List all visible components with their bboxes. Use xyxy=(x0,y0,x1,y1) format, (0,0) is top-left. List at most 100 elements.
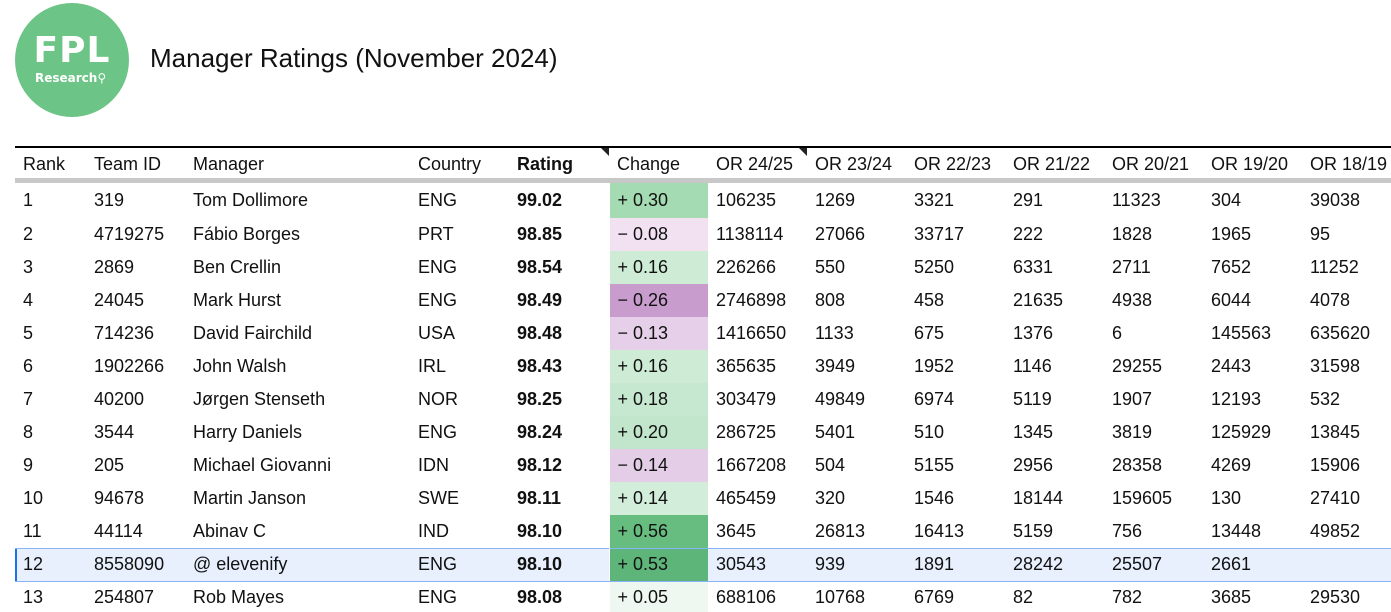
or-24-25-cell[interactable]: 1667208 xyxy=(716,455,787,475)
manager-cell[interactable]: Abinav C xyxy=(193,520,267,541)
column-header-or-20-21[interactable]: OR 20/21 xyxy=(1104,146,1203,181)
change-cell[interactable]: + 0.56 xyxy=(608,515,708,548)
table-row[interactable]: 2 4719275 Fábio Borges PRT 98.85 − 0.08 113811… xyxy=(15,218,1391,251)
or-19-20-cell[interactable]: 13448 xyxy=(1211,520,1262,541)
team-id-cell[interactable]: 3544 xyxy=(94,422,135,442)
or-22-23-cell[interactable]: 1546 xyxy=(914,488,955,508)
column-header-team-id[interactable]: Team ID xyxy=(86,146,185,181)
change-cell[interactable]: − 0.26 xyxy=(608,284,708,317)
change-cell[interactable]: − 0.13 xyxy=(608,317,708,350)
team-id-cell[interactable]: 24045 xyxy=(94,290,145,310)
change-cell[interactable]: − 0.08 xyxy=(608,218,708,251)
or-24-25-cell[interactable]: 1138114 xyxy=(716,224,784,244)
or-18-19-cell[interactable]: 532 xyxy=(1310,389,1341,409)
table-row[interactable]: 11 44114 Abinav C IND 98.10 + 0.56 3645 26813 16… xyxy=(15,515,1391,548)
team-id-cell[interactable]: 4719275 xyxy=(94,224,165,244)
or-20-21-cell[interactable]: 2711 xyxy=(1112,257,1151,277)
country-cell[interactable]: ENG xyxy=(418,257,458,277)
or-19-20-cell[interactable]: 4269 xyxy=(1211,455,1252,475)
change-cell[interactable]: + 0.20 xyxy=(608,416,708,449)
table-row[interactable]: 1 319 Tom Dollimore ENG 99.02 + 0.30 106235 126… xyxy=(15,177,1391,218)
or-24-25-cell[interactable]: 30543 xyxy=(708,547,807,582)
change-cell[interactable]: + 0.05 xyxy=(608,581,708,612)
or-20-21-cell[interactable]: 1907 xyxy=(1112,389,1153,409)
manager-cell[interactable]: Mark Hurst xyxy=(193,290,282,310)
table-row[interactable]: 9 205 Michael Giovanni IDN 98.12 − 0.14 166720… xyxy=(15,449,1391,482)
or-18-19-cell[interactable]: 15906 xyxy=(1310,455,1361,475)
or-21-22-cell[interactable]: 222 xyxy=(1013,224,1044,244)
table-row[interactable]: 13 254807 Rob Mayes ENG 98.08 + 0.05 688106 107… xyxy=(15,581,1391,612)
country-cell[interactable]: SWE xyxy=(418,488,460,508)
or-21-22-cell[interactable]: 6331 xyxy=(1013,257,1054,277)
country-cell[interactable]: IRL xyxy=(418,356,447,376)
rank-cell[interactable]: 11 xyxy=(23,520,42,541)
rating-cell[interactable]: 98.08 xyxy=(517,587,563,608)
column-header-manager[interactable]: Manager xyxy=(185,146,410,181)
or-19-20-cell[interactable]: 304 xyxy=(1203,177,1302,218)
table-row[interactable]: 7 40200 Jørgen Stenseth NOR 98.25 + 0.18 30347… xyxy=(15,383,1391,416)
or-20-21-cell[interactable]: 159605 xyxy=(1112,488,1173,508)
or-18-19-cell[interactable]: 13845 xyxy=(1310,422,1361,442)
column-header-country[interactable]: Country xyxy=(410,146,509,181)
country-cell[interactable]: ENG xyxy=(418,290,458,310)
table-row[interactable]: 4 24045 Mark Hurst ENG 98.49 − 0.26 2746898 808… xyxy=(15,284,1391,317)
or-19-20-cell[interactable]: 145563 xyxy=(1211,323,1272,343)
or-23-24-cell[interactable]: 808 xyxy=(815,290,846,310)
country-cell[interactable]: NOR xyxy=(418,389,458,409)
manager-cell[interactable]: Fábio Borges xyxy=(193,224,301,244)
or-21-22-cell[interactable]: 5119 xyxy=(1013,389,1052,409)
or-19-20-cell[interactable]: 3685 xyxy=(1211,587,1252,608)
team-id-cell[interactable]: 94678 xyxy=(94,488,145,508)
or-23-24-cell[interactable]: 49849 xyxy=(815,389,866,409)
team-id-cell[interactable]: 40200 xyxy=(94,389,145,409)
or-24-25-cell[interactable]: 365635 xyxy=(716,356,777,376)
or-22-23-cell[interactable]: 1891 xyxy=(906,547,1005,582)
team-id-cell[interactable]: 2869 xyxy=(94,257,135,277)
or-21-22-cell[interactable]: 28242 xyxy=(1005,547,1104,582)
or-24-25-cell[interactable]: 2746898 xyxy=(716,290,787,310)
column-header-or-24-25[interactable]: OR 24/25 xyxy=(708,146,807,181)
or-18-19-cell[interactable]: 49852 xyxy=(1310,520,1361,541)
or-24-25-cell[interactable]: 303479 xyxy=(716,389,777,409)
rank-cell[interactable]: 13 xyxy=(23,587,44,608)
team-id-cell[interactable]: 44114 xyxy=(94,520,143,541)
or-19-20-cell[interactable]: 1965 xyxy=(1211,224,1252,244)
or-23-24-cell[interactable]: 504 xyxy=(815,455,846,475)
country-cell[interactable]: PRT xyxy=(418,224,454,244)
or-20-21-cell[interactable]: 29255 xyxy=(1112,356,1163,376)
or-21-22-cell[interactable]: 2956 xyxy=(1013,455,1054,475)
or-18-19-cell[interactable]: 635620 xyxy=(1310,323,1371,343)
or-22-23-cell[interactable]: 6974 xyxy=(914,389,955,409)
manager-cell[interactable]: John Walsh xyxy=(193,356,287,376)
or-19-20-cell[interactable]: 6044 xyxy=(1211,290,1252,310)
or-23-24-cell[interactable]: 10768 xyxy=(815,587,866,608)
or-18-19-cell[interactable]: 4078 xyxy=(1310,290,1351,310)
or-18-19-cell[interactable]: 39038 xyxy=(1302,177,1391,218)
rating-cell[interactable]: 98.11 xyxy=(517,488,562,508)
or-21-22-cell[interactable]: 18144 xyxy=(1013,488,1064,508)
rating-cell[interactable]: 98.24 xyxy=(517,422,563,442)
or-20-21-cell[interactable]: 3819 xyxy=(1112,422,1153,442)
or-18-19-cell[interactable]: 11252 xyxy=(1310,257,1359,277)
rating-cell[interactable]: 98.49 xyxy=(517,290,563,310)
change-cell[interactable]: − 0.14 xyxy=(608,449,708,482)
country-cell[interactable]: ENG xyxy=(418,422,458,442)
table-row[interactable]: 12 8558090 @ elevenify ENG 98.10 + 0.53 30543 9… xyxy=(15,547,1391,582)
or-21-22-cell[interactable]: 1376 xyxy=(1013,323,1054,343)
rating-cell[interactable]: 99.02 xyxy=(509,177,609,218)
or-18-19-cell[interactable]: 95 xyxy=(1310,224,1331,244)
country-cell[interactable]: ENG xyxy=(410,177,509,218)
or-18-19-cell[interactable]: 27410 xyxy=(1310,488,1361,508)
manager-cell[interactable]: Harry Daniels xyxy=(193,422,303,442)
rank-cell[interactable]: 6 xyxy=(23,356,34,376)
or-20-21-cell[interactable]: 756 xyxy=(1112,520,1143,541)
rating-cell[interactable]: 98.85 xyxy=(517,224,563,244)
rank-cell[interactable]: 2 xyxy=(23,224,34,244)
rank-cell[interactable]: 3 xyxy=(23,257,34,277)
column-header-change[interactable]: Change xyxy=(609,146,708,181)
manager-cell[interactable]: Jørgen Stenseth xyxy=(193,389,326,409)
table-row[interactable]: 6 1902266 John Walsh IRL 98.43 + 0.16 365635 39… xyxy=(15,350,1391,383)
or-23-24-cell[interactable]: 550 xyxy=(815,257,846,277)
team-id-cell[interactable]: 205 xyxy=(94,455,125,475)
or-22-23-cell[interactable]: 458 xyxy=(914,290,945,310)
